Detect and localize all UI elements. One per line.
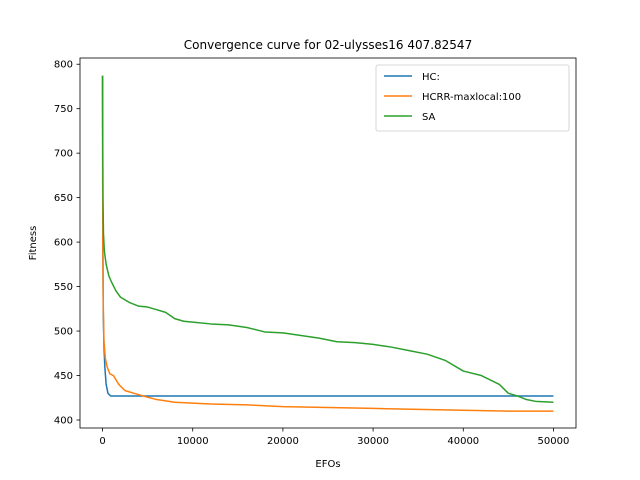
x-tick-label: 40000 [447, 436, 479, 447]
y-axis: 400 450 500 550 600 650 700 750 800 [54, 60, 80, 426]
y-tick-label: 800 [54, 60, 73, 71]
y-tick-label: 650 [54, 193, 73, 204]
y-tick-label: 450 [54, 371, 73, 382]
x-tick-label: 20000 [267, 436, 299, 447]
plot-area [101, 75, 554, 412]
legend-label-hc: HC: [422, 72, 440, 83]
x-tick-label: 30000 [357, 436, 389, 447]
y-tick-label: 700 [54, 149, 73, 160]
y-tick-label: 400 [54, 415, 73, 426]
legend: HC: HCRR-maxlocal:100 SA [375, 64, 570, 132]
y-tick-label: 750 [54, 104, 73, 115]
series-line-hcrr-maxlocal-100 [101, 75, 554, 412]
legend-label-hcrr-maxlocal-100: HCRR-maxlocal:100 [422, 92, 521, 103]
y-tick-label: 550 [54, 282, 73, 293]
legend-label-sa: SA [422, 112, 436, 123]
x-tick-label: 0 [99, 436, 105, 447]
x-tick-label: 50000 [538, 436, 570, 447]
x-tick-label: 10000 [177, 436, 209, 447]
axes-frame [79, 57, 577, 429]
x-axis-label: EFOs [315, 459, 340, 470]
x-axis: 0 10000 20000 30000 40000 50000 [99, 428, 569, 447]
legend-box [375, 64, 570, 132]
y-tick-label: 500 [54, 327, 73, 338]
series-line-sa [101, 75, 554, 403]
y-axis-label: Fitness [28, 226, 39, 261]
chart-title: Convergence curve for 02-ulysses16 407.8… [184, 38, 472, 52]
y-tick-label: 600 [54, 238, 73, 249]
